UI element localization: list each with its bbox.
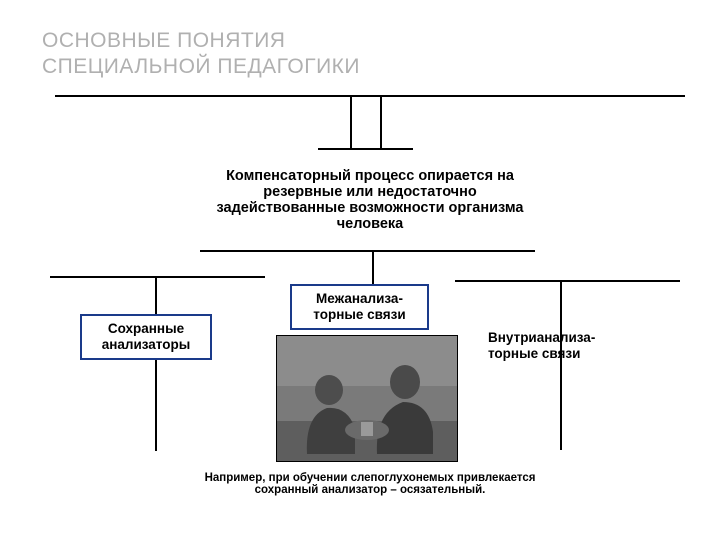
photo-svg xyxy=(277,336,457,461)
center-line xyxy=(200,250,535,252)
photo-illustration xyxy=(276,335,458,462)
right-branch-line xyxy=(455,280,680,282)
top-stem-right xyxy=(380,95,382,150)
top-horizontal-line xyxy=(55,95,685,97)
node-right-label: Внутрианализа-торные связи xyxy=(488,330,638,361)
top-stem-left xyxy=(350,95,352,150)
page-title: ОСНОВНЫЕ ПОНЯТИЯ СПЕЦИАЛЬНОЙ ПЕДАГОГИКИ xyxy=(42,28,360,81)
node-middle-label: Межанализа-торные связи xyxy=(292,291,427,322)
sub-top-line xyxy=(318,148,413,150)
left-branch-stem xyxy=(155,276,157,451)
footnote-text: Например, при обучении слепоглухонемых п… xyxy=(175,472,565,496)
node-middle: Межанализа-торные связи xyxy=(290,284,429,330)
description-text: Компенсаторный процесс опирается на резе… xyxy=(210,168,530,232)
left-branch-line xyxy=(50,276,265,278)
slide-root: ОСНОВНЫЕ ПОНЯТИЯ СПЕЦИАЛЬНОЙ ПЕДАГОГИКИ … xyxy=(0,0,720,540)
node-left: Сохранные анализаторы xyxy=(80,314,212,360)
right-branch-stem xyxy=(560,280,562,450)
node-left-label: Сохранные анализаторы xyxy=(82,321,210,352)
title-line-2: СПЕЦИАЛЬНОЙ ПЕДАГОГИКИ xyxy=(42,55,360,78)
title-line-1: ОСНОВНЫЕ ПОНЯТИЯ xyxy=(42,29,285,52)
